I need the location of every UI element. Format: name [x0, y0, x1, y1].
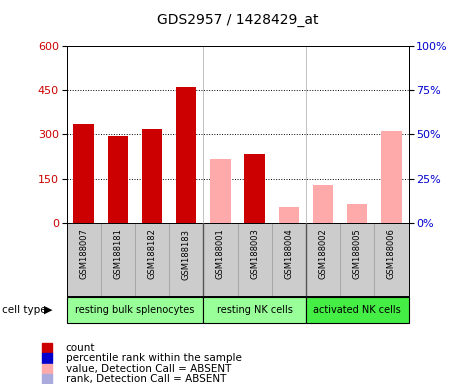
- Text: percentile rank within the sample: percentile rank within the sample: [66, 353, 242, 363]
- Bar: [313, 185, 333, 223]
- Text: cell type: cell type: [2, 305, 47, 315]
- Bar: [381, 131, 402, 223]
- Text: GSM188005: GSM188005: [353, 228, 361, 279]
- Text: rank, Detection Call = ABSENT: rank, Detection Call = ABSENT: [66, 374, 226, 384]
- Text: GSM188002: GSM188002: [319, 228, 327, 279]
- Text: GSM188001: GSM188001: [216, 228, 225, 279]
- Text: value, Detection Call = ABSENT: value, Detection Call = ABSENT: [66, 364, 231, 374]
- Text: GSM188004: GSM188004: [285, 228, 293, 279]
- Text: GSM188181: GSM188181: [114, 228, 122, 280]
- Text: GSM188003: GSM188003: [250, 228, 259, 280]
- Text: GDS2957 / 1428429_at: GDS2957 / 1428429_at: [157, 13, 318, 27]
- Bar: [244, 154, 265, 223]
- Text: GSM188182: GSM188182: [148, 228, 156, 280]
- Bar: [203, 297, 306, 323]
- Bar: [210, 159, 231, 223]
- Bar: [142, 129, 162, 223]
- Text: activated NK cells: activated NK cells: [314, 305, 401, 315]
- Text: ▶: ▶: [44, 305, 52, 315]
- Text: resting bulk splenocytes: resting bulk splenocytes: [75, 305, 195, 315]
- Bar: [176, 87, 197, 223]
- Bar: [278, 207, 299, 223]
- Text: resting NK cells: resting NK cells: [217, 305, 293, 315]
- Text: GSM188007: GSM188007: [79, 228, 88, 280]
- Text: GSM188183: GSM188183: [182, 228, 190, 280]
- Bar: [107, 136, 128, 223]
- Bar: [347, 204, 368, 223]
- Text: GSM188006: GSM188006: [387, 228, 396, 280]
- Bar: [73, 124, 94, 223]
- Bar: [306, 297, 408, 323]
- Text: count: count: [66, 343, 95, 353]
- Bar: [66, 297, 203, 323]
